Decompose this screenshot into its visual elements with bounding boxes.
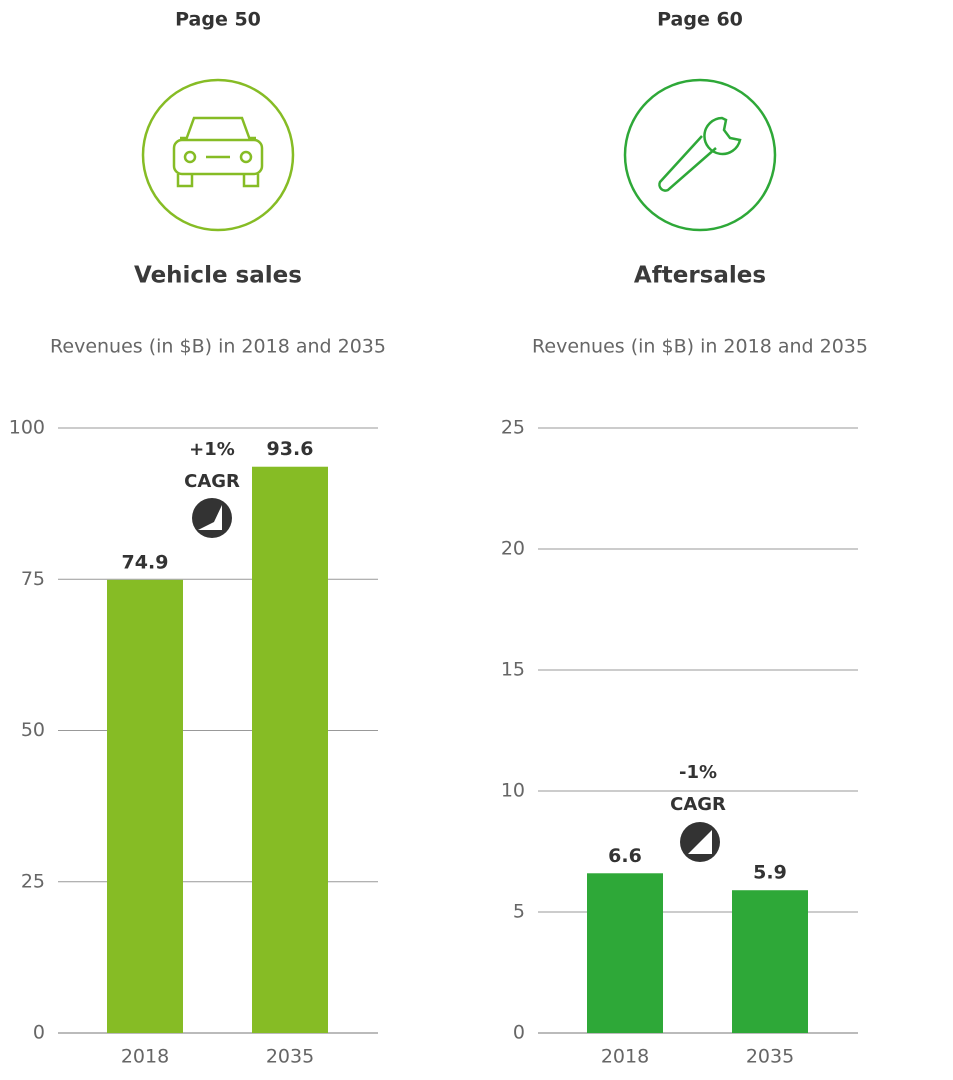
wrench-icon xyxy=(623,78,777,232)
cagr-label: CAGR xyxy=(184,471,240,492)
page-ref: Page 60 xyxy=(657,9,743,31)
x-tick-label: 2035 xyxy=(266,1046,314,1068)
cagr-label: CAGR xyxy=(670,794,726,815)
chart-title: Vehicle sales xyxy=(134,263,302,289)
bar xyxy=(252,466,328,1034)
y-tick-label: 20 xyxy=(501,538,525,560)
y-tick-label: 5 xyxy=(513,901,525,923)
y-tick-label: 25 xyxy=(501,417,525,439)
value-label: 74.9 xyxy=(122,551,169,573)
chart-subtitle: Revenues (in $B) in 2018 and 2035 xyxy=(532,336,868,358)
value-label: 6.6 xyxy=(608,845,642,867)
bar xyxy=(732,890,808,1033)
x-tick-label: 2018 xyxy=(601,1046,649,1068)
y-tick-label: 100 xyxy=(9,417,45,439)
x-tick-label: 2018 xyxy=(121,1046,169,1068)
y-tick-label: 50 xyxy=(21,719,45,741)
chart-subtitle: Revenues (in $B) in 2018 and 2035 xyxy=(50,336,386,358)
cagr-change: +1% xyxy=(189,439,235,460)
car-icon xyxy=(141,78,295,232)
y-tick-label: 10 xyxy=(501,780,525,802)
bar xyxy=(587,873,663,1033)
cagr-change: -1% xyxy=(679,762,717,783)
cagr-icon xyxy=(192,498,720,862)
chart-title: Aftersales xyxy=(634,263,766,289)
value-label: 93.6 xyxy=(267,438,314,460)
y-tick-label: 15 xyxy=(501,659,525,681)
y-tick-label: 75 xyxy=(21,568,45,590)
page-ref: Page 50 xyxy=(175,9,261,31)
y-tick-label: 25 xyxy=(21,870,45,892)
bar xyxy=(107,579,183,1033)
y-tick-label: 0 xyxy=(513,1022,525,1044)
y-tick-label: 0 xyxy=(33,1022,45,1044)
value-label: 5.9 xyxy=(753,862,787,884)
x-tick-label: 2035 xyxy=(746,1046,794,1068)
